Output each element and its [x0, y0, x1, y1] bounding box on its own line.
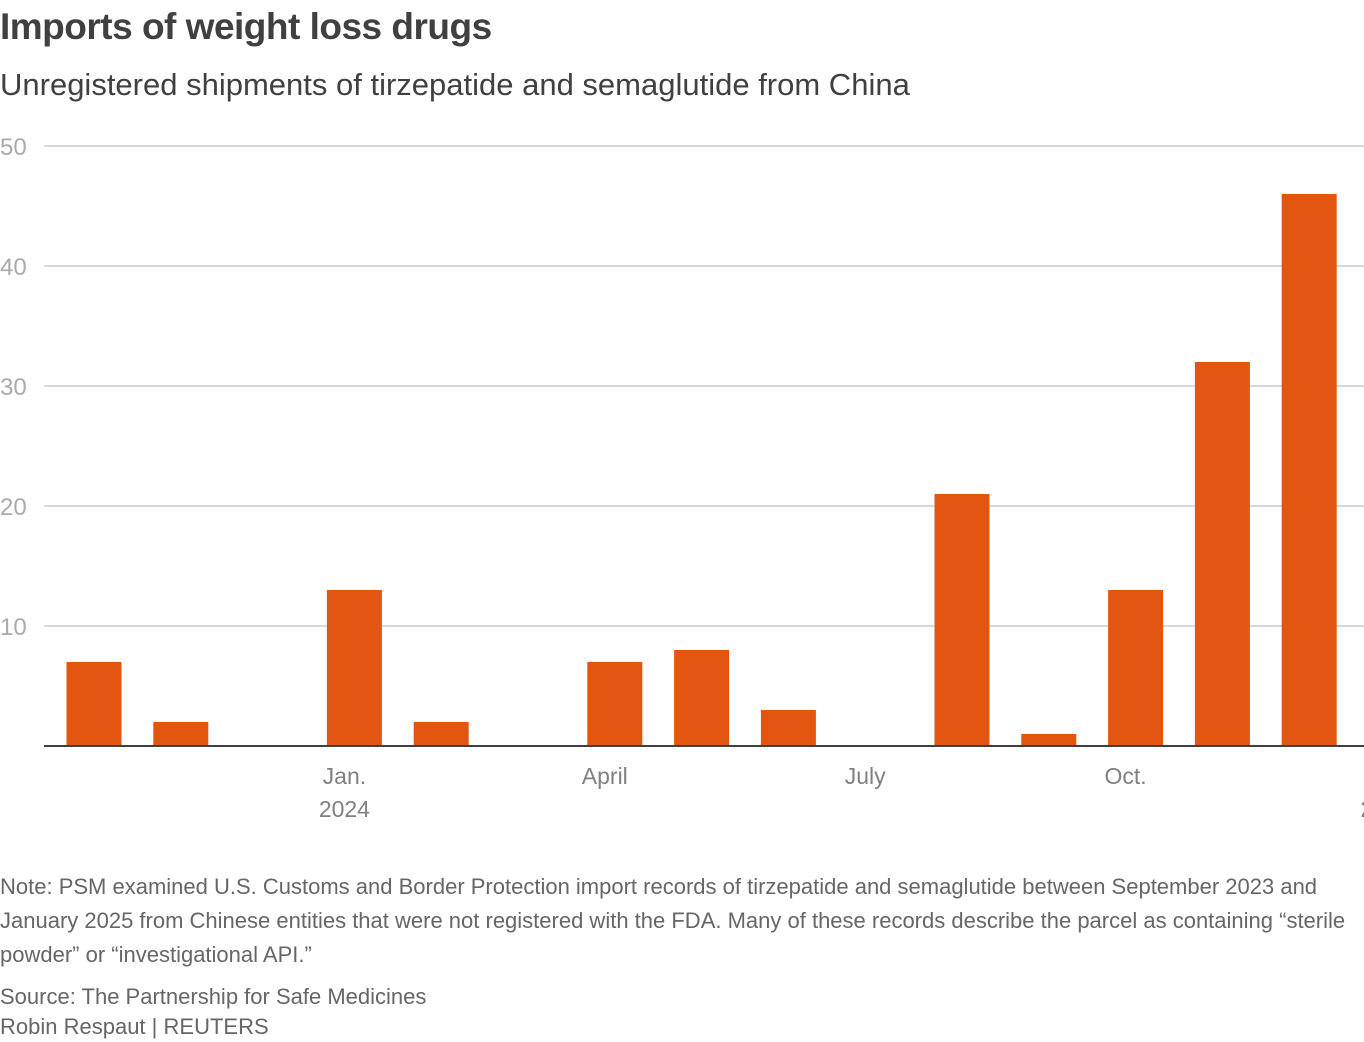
footnote: Note: PSM examined U.S. Customs and Bord…	[0, 874, 1346, 967]
bar-feb-2024	[413, 722, 469, 746]
x-tick-year-label: 2025	[1360, 796, 1364, 822]
bars	[66, 194, 1337, 746]
bar-sep-2024	[1021, 734, 1077, 746]
y-tick-label: 50	[0, 134, 27, 161]
bar-aug-2024	[934, 494, 990, 746]
x-tick-month-label: Jan.	[323, 763, 366, 789]
bar-apr-2024	[587, 662, 643, 746]
y-axis-tick-labels: 10 20 30 40 50	[0, 134, 27, 641]
x-tick-month-label: Oct.	[1105, 763, 1147, 789]
bar-nov-2023	[153, 722, 209, 746]
bar-oct-2023	[66, 662, 122, 746]
bar-may-2024	[674, 650, 730, 746]
bar-jun-2024	[760, 710, 816, 746]
x-tick-year-label: 2024	[319, 796, 370, 822]
bar-oct-2024	[1108, 590, 1164, 746]
y-tick-label: 30	[0, 374, 27, 401]
credit-separator: |	[151, 1014, 158, 1039]
bar-jan-2024	[326, 590, 382, 746]
source-line: Source: The Partnership for Safe Medicin…	[0, 984, 427, 1009]
bar-nov-2024	[1194, 362, 1250, 746]
x-tick-month-label: July	[845, 763, 886, 789]
publisher-name: REUTERS	[163, 1014, 269, 1039]
chart-subtitle: Unregistered shipments of tirzepatide an…	[0, 67, 910, 102]
author-name: Robin Respaut	[0, 1014, 146, 1039]
y-tick-label: 10	[0, 614, 27, 641]
y-tick-label: 20	[0, 494, 27, 521]
chart-title: Imports of weight loss drugs	[0, 6, 492, 47]
credit-line: Robin Respaut | REUTERS	[0, 1012, 269, 1042]
grid-lines	[44, 145, 1364, 627]
x-tick-month-label: April	[582, 763, 628, 789]
y-tick-label: 40	[0, 254, 27, 281]
bar-dec-2024	[1281, 194, 1337, 746]
